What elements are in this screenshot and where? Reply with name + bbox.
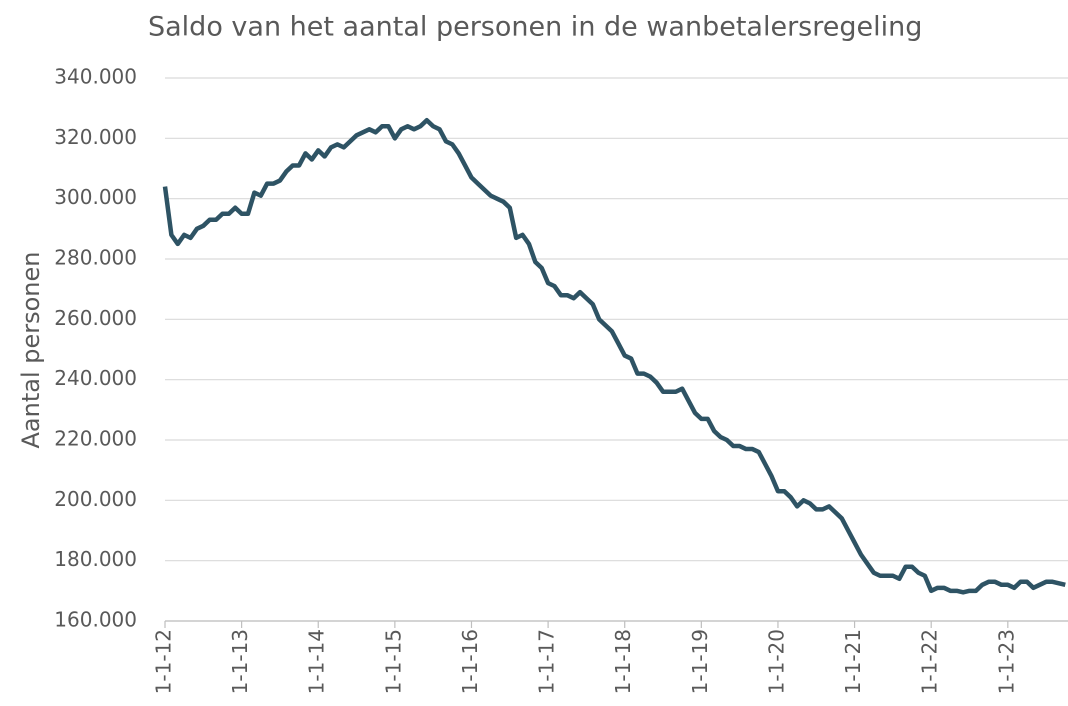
x-tick-label: 1-1-14 bbox=[305, 629, 329, 694]
x-tick-label: 1-1-19 bbox=[688, 629, 712, 694]
data-line bbox=[162, 117, 1066, 595]
x-tick-label: 1-1-16 bbox=[458, 629, 482, 694]
y-tick-label: 340.000 bbox=[54, 65, 137, 89]
x-tick-label: 1-1-20 bbox=[764, 629, 788, 694]
x-tick-label: 1-1-15 bbox=[381, 629, 405, 694]
y-tick-label: 280.000 bbox=[54, 246, 137, 270]
y-tick-label: 320.000 bbox=[54, 125, 137, 149]
y-tick-label: 260.000 bbox=[54, 306, 137, 330]
y-tick-label: 240.000 bbox=[54, 366, 137, 390]
x-tick-label: 1-1-23 bbox=[994, 629, 1018, 694]
x-tick-label: 1-1-18 bbox=[611, 629, 635, 694]
chart-title: Saldo van het aantal personen in de wanb… bbox=[148, 12, 922, 43]
y-tick-label: 200.000 bbox=[54, 487, 137, 511]
y-tick-label: 160.000 bbox=[54, 608, 137, 632]
y-axis-label: Aantal personen bbox=[17, 252, 45, 449]
x-tick-label: 1-1-21 bbox=[841, 629, 865, 694]
y-tick-label: 180.000 bbox=[54, 547, 137, 571]
y-tick-label: 220.000 bbox=[54, 427, 137, 451]
x-tick-label: 1-1-12 bbox=[152, 629, 176, 694]
x-tick-label: 1-1-17 bbox=[535, 629, 559, 694]
x-tick-label: 1-1-13 bbox=[228, 629, 252, 694]
y-tick-label: 300.000 bbox=[54, 185, 137, 209]
x-tick-label: 1-1-22 bbox=[918, 629, 942, 694]
